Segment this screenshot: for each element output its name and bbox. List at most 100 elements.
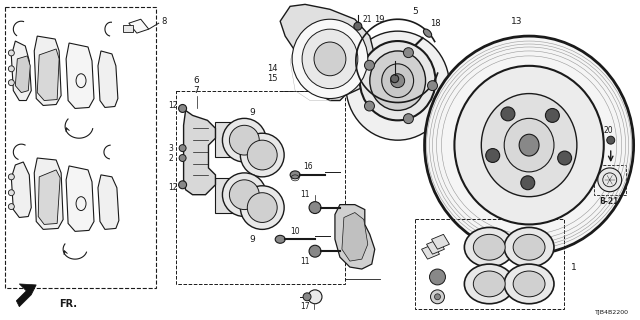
Ellipse shape: [8, 80, 14, 86]
Ellipse shape: [8, 174, 14, 180]
Ellipse shape: [465, 264, 514, 304]
Ellipse shape: [424, 36, 634, 254]
Ellipse shape: [381, 64, 413, 98]
Ellipse shape: [360, 41, 435, 120]
Text: 3: 3: [168, 144, 173, 153]
Ellipse shape: [501, 107, 515, 121]
Polygon shape: [66, 166, 94, 231]
Ellipse shape: [179, 105, 187, 112]
Ellipse shape: [8, 66, 14, 72]
Ellipse shape: [513, 234, 545, 260]
Polygon shape: [426, 239, 444, 254]
Text: A: A: [137, 24, 141, 29]
Bar: [594, 165, 626, 195]
Polygon shape: [335, 204, 375, 269]
Ellipse shape: [303, 293, 311, 301]
Bar: [5, 7, 156, 288]
Ellipse shape: [545, 108, 559, 122]
Bar: [216, 122, 245, 157]
Ellipse shape: [390, 74, 404, 88]
Ellipse shape: [309, 202, 321, 213]
Ellipse shape: [365, 60, 374, 70]
Ellipse shape: [314, 42, 346, 76]
Ellipse shape: [435, 294, 440, 300]
Bar: [415, 220, 564, 309]
Ellipse shape: [241, 186, 284, 229]
Text: 20: 20: [604, 126, 614, 135]
Text: 5: 5: [413, 7, 419, 16]
Ellipse shape: [431, 290, 444, 304]
Text: 15: 15: [267, 74, 278, 83]
Polygon shape: [129, 19, 148, 33]
Ellipse shape: [428, 81, 438, 91]
Ellipse shape: [179, 145, 186, 152]
Ellipse shape: [474, 234, 505, 260]
Ellipse shape: [8, 50, 14, 56]
Polygon shape: [280, 4, 375, 100]
Ellipse shape: [481, 93, 577, 197]
Text: 19: 19: [374, 15, 385, 24]
Bar: [123, 25, 133, 32]
Ellipse shape: [308, 290, 322, 304]
Ellipse shape: [8, 204, 14, 210]
Ellipse shape: [8, 190, 14, 196]
Text: 10: 10: [291, 227, 300, 236]
Ellipse shape: [454, 66, 604, 224]
Text: 21: 21: [363, 15, 372, 24]
Ellipse shape: [607, 136, 614, 144]
Ellipse shape: [275, 235, 285, 243]
Text: 14: 14: [267, 64, 278, 73]
Polygon shape: [12, 162, 31, 218]
Ellipse shape: [179, 155, 186, 162]
Ellipse shape: [390, 75, 399, 83]
Text: o: o: [79, 78, 83, 84]
Ellipse shape: [290, 171, 300, 179]
Text: 9: 9: [250, 108, 255, 117]
Ellipse shape: [403, 48, 413, 58]
Text: 6: 6: [194, 76, 200, 85]
Text: 18: 18: [430, 19, 441, 28]
Polygon shape: [422, 244, 440, 259]
Ellipse shape: [370, 51, 426, 110]
Polygon shape: [37, 49, 59, 100]
Ellipse shape: [504, 228, 554, 267]
Ellipse shape: [513, 271, 545, 297]
Polygon shape: [431, 234, 449, 249]
Text: 8: 8: [161, 17, 166, 26]
Polygon shape: [66, 43, 94, 108]
Ellipse shape: [223, 118, 266, 162]
Text: 12: 12: [168, 183, 177, 192]
Polygon shape: [12, 41, 31, 100]
Ellipse shape: [346, 31, 449, 140]
Ellipse shape: [229, 125, 259, 155]
Text: 2: 2: [168, 154, 173, 163]
Ellipse shape: [429, 269, 445, 285]
Ellipse shape: [403, 114, 413, 124]
Polygon shape: [98, 51, 118, 108]
Text: 12: 12: [168, 101, 177, 110]
Text: 9: 9: [250, 235, 255, 244]
Text: 17: 17: [300, 302, 310, 311]
Polygon shape: [17, 284, 36, 307]
Text: 11: 11: [301, 257, 310, 266]
Ellipse shape: [223, 173, 266, 217]
Ellipse shape: [557, 151, 572, 165]
Text: 11: 11: [301, 190, 310, 199]
Ellipse shape: [474, 271, 505, 297]
Text: TJB4B2200: TJB4B2200: [595, 310, 628, 315]
Ellipse shape: [519, 134, 539, 156]
Ellipse shape: [179, 181, 187, 189]
Text: FR.: FR.: [59, 299, 77, 309]
Ellipse shape: [302, 29, 358, 89]
Ellipse shape: [241, 133, 284, 177]
Bar: [216, 178, 245, 212]
Text: B-21: B-21: [599, 197, 618, 206]
Ellipse shape: [424, 29, 431, 37]
Ellipse shape: [354, 22, 362, 30]
Ellipse shape: [247, 193, 277, 222]
Ellipse shape: [247, 140, 277, 170]
Ellipse shape: [229, 180, 259, 210]
Text: o: o: [79, 201, 83, 207]
Polygon shape: [15, 56, 30, 92]
Ellipse shape: [504, 264, 554, 304]
